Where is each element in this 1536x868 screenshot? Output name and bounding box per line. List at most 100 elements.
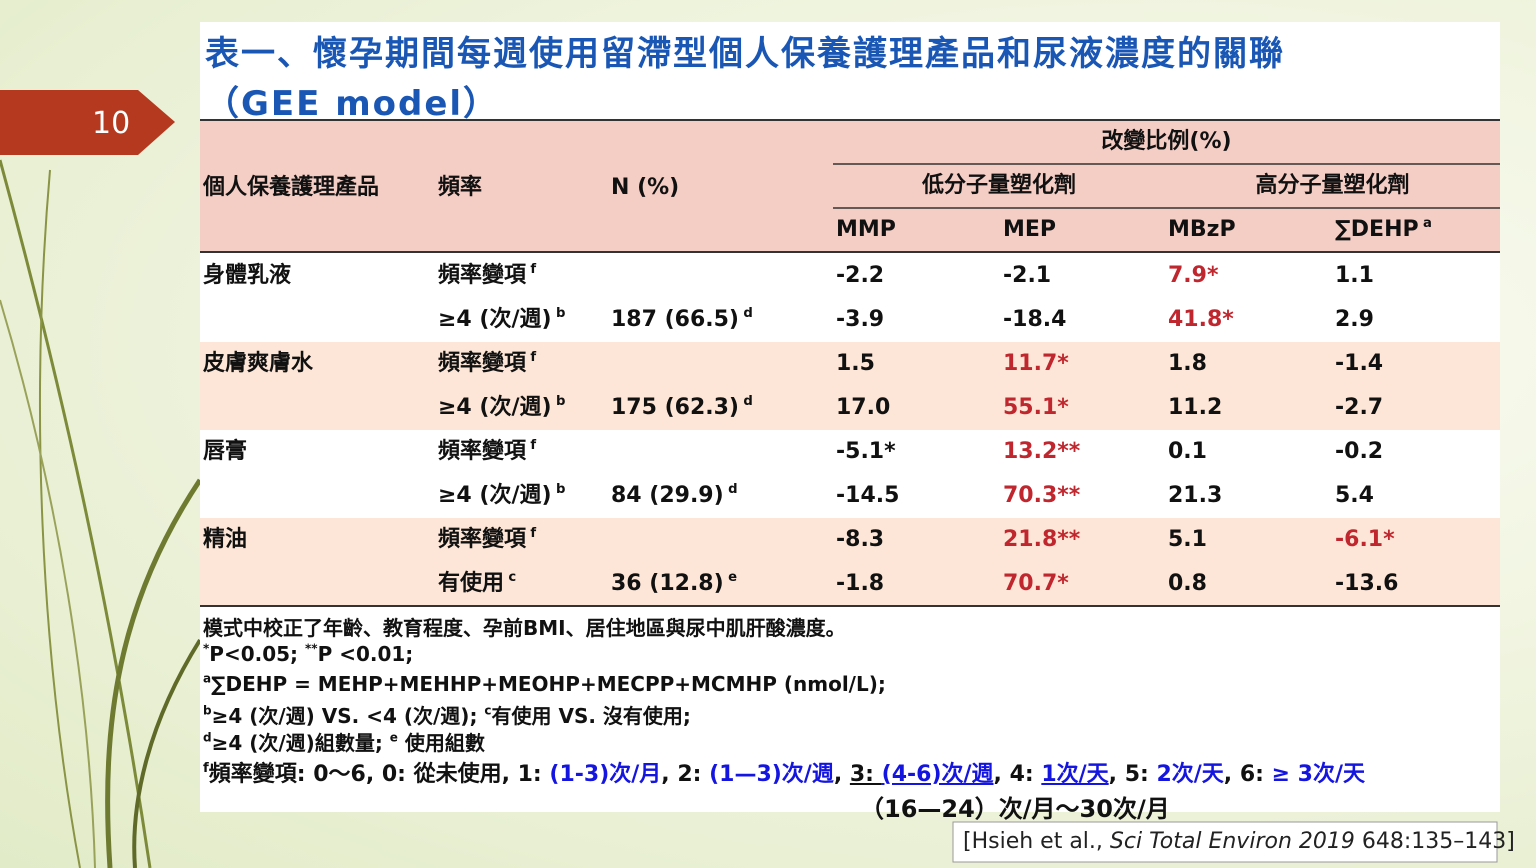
footnote-segment: 頻率變項: 0～6, 0: 從未使用, 1: [208, 762, 550, 787]
value-text: 1.1 [1335, 263, 1374, 288]
frequency-text: ≥4 (次/週) [438, 395, 552, 420]
frequency-text: 頻率變項 [438, 527, 527, 552]
value: 1.8 [1168, 342, 1207, 386]
product: 唇膏 [203, 439, 248, 464]
value: 5.1 [1168, 518, 1207, 562]
n-sup: d [743, 305, 753, 321]
value: 11.2 [1168, 386, 1222, 430]
n: 187 (66.5) d [611, 298, 753, 342]
value: -13.6 [1335, 562, 1398, 606]
footnote-segment: P<0.05; [209, 642, 306, 666]
footnote-segment: ≥ 3次/天 [1271, 762, 1366, 787]
value: 21.8** [1003, 518, 1080, 562]
header-metabolite-sup: a [1423, 215, 1432, 231]
frequency: 頻率變項 f [438, 430, 536, 474]
footnote-segment: , 4: [993, 762, 1042, 787]
footnote-segment: (4-6)次/週 [881, 762, 994, 787]
citation-segment: Sci Total Environ 2019 [1109, 829, 1355, 854]
value-text: -18.4 [1003, 307, 1067, 332]
value-text: -3.9 [836, 307, 885, 332]
value: 5.4 [1335, 474, 1374, 518]
value: 0.1 [1168, 430, 1207, 474]
value-text: -8.3 [836, 527, 885, 552]
row-bg [200, 342, 1500, 430]
n-text: 175 (62.3) [611, 395, 739, 420]
footnote-segment: b [203, 703, 212, 718]
frequency-sup: b [555, 481, 566, 497]
product: 身體乳液 [203, 263, 292, 288]
frequency-sup: b [555, 305, 566, 321]
product: 皮膚爽膚水 [203, 351, 314, 376]
header-metabolite-text: ∑DEHP [1335, 217, 1419, 242]
value-text: 13.2** [1003, 439, 1081, 464]
n-sup: d [728, 481, 738, 497]
footnote-segment: a [203, 671, 212, 686]
footnote-continuation: （16—24）次/月～30次/月 [860, 795, 1170, 823]
value-text: 5.1 [1168, 527, 1207, 552]
header-n: N (%) [611, 175, 680, 200]
value: 13.2** [1003, 430, 1080, 474]
value: -8.3 [836, 518, 884, 562]
frequency: 有使用 c [438, 562, 516, 606]
row-bg [200, 518, 1500, 606]
curve [105, 478, 203, 868]
frequency: ≥4 (次/週) b [438, 474, 565, 518]
header-metabolite: MEP [1003, 208, 1056, 252]
value-text: -2.1 [1003, 263, 1052, 288]
frequency-sup: b [555, 393, 566, 409]
frequency: 頻率變項 f [438, 518, 536, 562]
frequency-sup: f [530, 525, 537, 541]
n-text: 36 (12.8) [611, 571, 724, 596]
header-product: 個人保養護理產品 [203, 175, 380, 200]
header-metabolite: MBzP [1168, 208, 1236, 252]
value-text: 1.5 [836, 351, 875, 376]
value: 2.9 [1335, 298, 1374, 342]
product: 精油 [203, 527, 248, 552]
citation-segment: 648:135–143] [1354, 829, 1515, 854]
n: 36 (12.8) e [611, 562, 737, 606]
value: -2.2 [836, 254, 884, 298]
value: -2.1 [1003, 254, 1051, 298]
n: 84 (29.9) d [611, 474, 738, 518]
value-text: 70.7* [1003, 571, 1069, 596]
footnote-segment: 有使用 VS. 沒有使用; [491, 704, 691, 728]
value-text: 21.8** [1003, 527, 1081, 552]
value: -1.4 [1335, 342, 1383, 386]
footnote-segment: P <0.01; [317, 642, 414, 666]
frequency-text: 有使用 [438, 571, 505, 596]
value: 11.7* [1003, 342, 1069, 386]
value: -3.9 [836, 298, 884, 342]
footnote: a∑DEHP = MEHP+MEHHP+MEOHP+MECPP+MCMHP (n… [203, 672, 886, 696]
frequency-text: 頻率變項 [438, 351, 527, 376]
n-text: 84 (29.9) [611, 483, 724, 508]
value-text: -0.2 [1335, 439, 1384, 464]
footnote-segment: f [203, 760, 209, 776]
footnote-segment: d [203, 730, 212, 745]
slide-number: 10 [92, 106, 131, 141]
footnote-segment: c [484, 703, 492, 718]
value-text: -13.6 [1335, 571, 1399, 596]
frequency-sup: c [508, 569, 517, 585]
value-text: 41.8* [1168, 307, 1234, 332]
footnote-segment: ≥4 (次/週)組數量; [211, 731, 390, 755]
curve [39, 169, 81, 868]
footnote: d≥4 (次/週)組數量; e 使用組數 [203, 727, 485, 756]
footnote-segment: (1-3)次/月 [549, 762, 662, 787]
footnote-segment: ∑DEHP = MEHP+MEHHP+MEOHP+MECPP+MCMHP (nm… [211, 672, 886, 696]
footnote-segment: ** [305, 641, 318, 656]
value-text: -6.1* [1335, 527, 1395, 552]
value-text: -1.4 [1335, 351, 1384, 376]
frequency-text: ≥4 (次/週) [438, 307, 552, 332]
frequency-text: 頻率變項 [438, 263, 527, 288]
footnote-segment: 3: [849, 762, 882, 787]
value-text: -5.1* [836, 439, 896, 464]
citation-segment: [Hsieh et al., [963, 829, 1110, 854]
header-metabolite: ∑DEHP a [1335, 208, 1432, 252]
header-metabolite-text: MBzP [1168, 217, 1236, 242]
value-text: 1.8 [1168, 351, 1207, 376]
value: 41.8* [1168, 298, 1234, 342]
value-text: 70.3** [1003, 483, 1081, 508]
value-text: 21.3 [1168, 483, 1223, 508]
footnote-segment: * [203, 641, 210, 656]
